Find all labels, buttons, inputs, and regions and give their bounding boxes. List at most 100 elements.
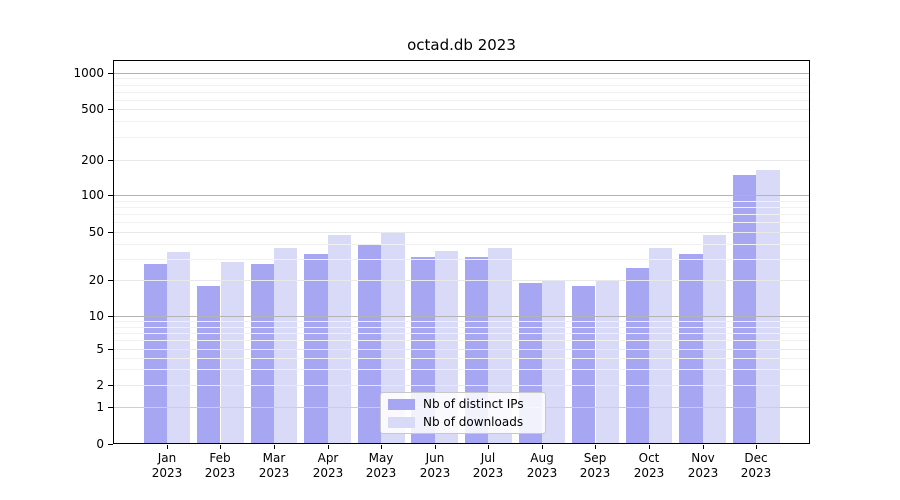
- gridline-minor: [113, 121, 810, 122]
- gridline-minor: [113, 201, 810, 202]
- x-axis-tick-label: Mar 2023: [258, 451, 290, 480]
- x-axis-tick-label: Sep 2023: [579, 451, 611, 480]
- x-tick-mark: [435, 445, 436, 449]
- x-axis-tick-label: Jun 2023: [419, 451, 451, 480]
- bar-distinct-ips: [304, 253, 328, 444]
- bar-distinct-ips: [625, 268, 649, 444]
- gridline: [113, 232, 810, 233]
- gridline-minor: [113, 100, 810, 101]
- y-tick-mark: [108, 385, 113, 386]
- y-axis-tick-label: 1: [96, 400, 104, 414]
- gridline-minor: [113, 137, 810, 138]
- x-tick-mark: [649, 445, 650, 449]
- x-tick-mark: [274, 445, 275, 449]
- bar-distinct-ips: [732, 174, 757, 444]
- x-tick-mark: [167, 445, 168, 449]
- x-tick-mark: [220, 445, 221, 449]
- gridline-major: [113, 195, 810, 196]
- gridline-minor: [113, 327, 810, 328]
- y-tick-mark: [108, 316, 113, 317]
- y-axis-tick-label: 1000: [73, 66, 104, 80]
- y-axis-tick-label: 50: [88, 225, 104, 239]
- bar-downloads: [327, 235, 351, 444]
- gridline: [113, 160, 810, 161]
- bar-downloads: [274, 247, 298, 444]
- gridline: [113, 109, 810, 110]
- gridline-major: [113, 73, 810, 74]
- gridline-minor: [113, 222, 810, 223]
- y-axis-tick-label: 200: [81, 153, 104, 167]
- y-axis-tick-label: 100: [81, 188, 104, 202]
- bar-distinct-ips: [250, 264, 274, 444]
- gridline-minor: [113, 92, 810, 93]
- legend-swatch-distinct-ips: [388, 398, 415, 410]
- bar-distinct-ips: [197, 285, 221, 444]
- bar-downloads: [595, 280, 619, 444]
- legend-swatch-downloads: [388, 416, 415, 428]
- x-tick-mark: [756, 445, 757, 449]
- gridline-minor: [113, 259, 810, 260]
- gridline-minor: [113, 358, 810, 359]
- legend-label-distinct-ips: Nb of distinct IPs: [423, 397, 524, 411]
- y-tick-mark: [108, 280, 113, 281]
- y-axis-tick-label: 2: [96, 378, 104, 392]
- gridline-minor: [113, 244, 810, 245]
- x-tick-mark: [488, 445, 489, 449]
- plot-area: [113, 60, 810, 444]
- bar-distinct-ips: [357, 243, 382, 444]
- y-tick-mark: [108, 195, 113, 196]
- x-tick-mark: [703, 445, 704, 449]
- bar-downloads: [166, 252, 191, 444]
- y-tick-mark: [108, 444, 113, 445]
- x-tick-mark: [595, 445, 596, 449]
- gridline-minor: [113, 340, 810, 341]
- x-tick-mark: [381, 445, 382, 449]
- x-axis-tick-label: Jan 2023: [151, 451, 183, 480]
- gridline-minor: [113, 214, 810, 215]
- gridline-minor: [113, 207, 810, 208]
- legend-label-downloads: Nb of downloads: [423, 415, 524, 429]
- gridline: [113, 280, 810, 281]
- x-axis-tick-label: Dec 2023: [740, 451, 772, 480]
- bar-downloads: [220, 262, 244, 444]
- x-tick-mark: [328, 445, 329, 449]
- gridline: [113, 349, 810, 350]
- x-axis-tick-label: Feb 2023: [204, 451, 236, 480]
- y-axis-tick-label: 10: [88, 309, 104, 323]
- x-tick-mark: [542, 445, 543, 449]
- y-axis-tick-label: 500: [81, 102, 104, 116]
- gridline-minor: [113, 369, 810, 370]
- y-tick-mark: [108, 349, 113, 350]
- y-axis-tick-label: 5: [96, 342, 104, 356]
- x-axis-tick-label: Oct 2023: [633, 451, 665, 480]
- gridline-minor: [113, 78, 810, 79]
- x-axis-tick-label: May 2023: [365, 451, 397, 480]
- bar-downloads: [756, 169, 780, 444]
- y-tick-mark: [108, 407, 113, 408]
- y-axis-tick-label: 0: [96, 437, 104, 451]
- legend-item-downloads: Nb of downloads: [388, 415, 545, 430]
- y-tick-mark: [108, 73, 113, 74]
- y-tick-mark: [108, 232, 113, 233]
- bar-downloads: [381, 232, 405, 444]
- x-axis-tick-label: Aug 2023: [526, 451, 558, 480]
- y-axis-tick-label: 20: [88, 273, 104, 287]
- gridline-minor: [113, 321, 810, 322]
- bar-distinct-ips: [679, 253, 703, 444]
- legend: Nb of distinct IPs Nb of downloads: [380, 392, 546, 434]
- bar-downloads: [702, 235, 726, 444]
- gridline: [113, 385, 810, 386]
- legend-item-distinct-ips: Nb of distinct IPs: [388, 397, 545, 412]
- bar-distinct-ips: [143, 264, 167, 444]
- gridline-major: [113, 316, 810, 317]
- chart-title: octad.db 2023: [407, 36, 516, 54]
- y-tick-mark: [108, 109, 113, 110]
- bar-downloads: [649, 247, 673, 444]
- x-axis-tick-label: Jul 2023: [472, 451, 504, 480]
- x-axis-tick-label: Nov 2023: [687, 451, 719, 480]
- bar-distinct-ips: [572, 285, 596, 444]
- gridline-minor: [113, 85, 810, 86]
- y-tick-mark: [108, 160, 113, 161]
- x-axis-tick-label: Apr 2023: [312, 451, 344, 480]
